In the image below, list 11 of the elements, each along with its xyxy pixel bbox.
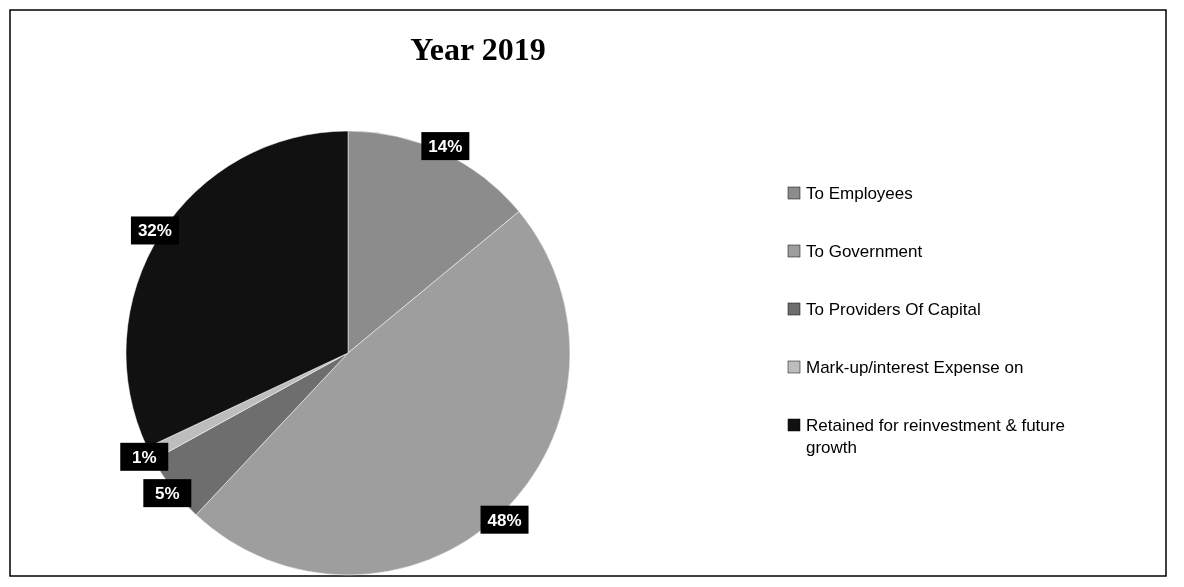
- legend-label: Mark-up/interest Expense on: [806, 358, 1024, 377]
- data-label: 5%: [155, 484, 180, 504]
- chart-title: Year 2019: [410, 31, 546, 67]
- data-label: 48%: [487, 510, 522, 530]
- legend-label: To Employees: [806, 184, 913, 203]
- legend-label: To Government: [806, 242, 923, 261]
- legend-label: Retained for reinvestment & future growth: [806, 416, 1065, 457]
- data-label: 1%: [131, 447, 157, 467]
- data-label: 32%: [137, 221, 172, 241]
- data-label: 14%: [428, 137, 463, 157]
- legend-label: To Providers Of Capital: [806, 300, 981, 319]
